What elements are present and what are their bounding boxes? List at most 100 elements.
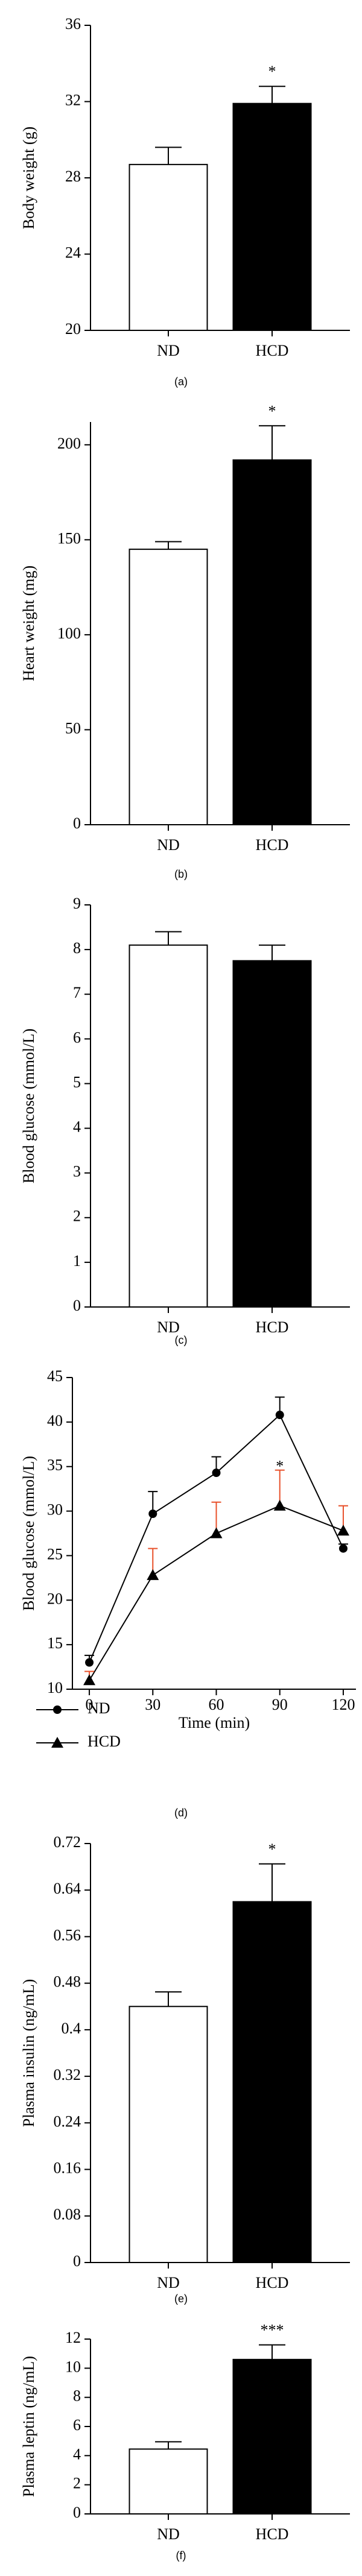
data-point (338, 1544, 348, 1553)
y-tick-label: 2 (73, 1208, 81, 1225)
significance-marker: * (268, 1841, 276, 1858)
y-tick-label: 8 (73, 2387, 81, 2405)
x-tick-label: ND (157, 2525, 180, 2543)
y-tick-label: 0.56 (54, 1926, 81, 1944)
data-point (148, 1510, 157, 1519)
y-tick-label: 40 (47, 1412, 63, 1429)
y-tick-label: 28 (65, 168, 81, 185)
significance-marker: *** (261, 2322, 284, 2339)
y-tick-label: 32 (65, 91, 81, 109)
caption: (c) (175, 1334, 188, 1346)
data-point (147, 1569, 159, 1580)
bar (232, 1901, 312, 2264)
y-tick-label: 0.16 (54, 2159, 81, 2177)
y-tick-label: 4 (73, 1118, 81, 1136)
x-tick-label: 90 (272, 1696, 288, 1713)
y-tick-label: 20 (65, 320, 81, 338)
caption: (d) (174, 1807, 188, 1819)
y-tick-label: 20 (47, 1590, 63, 1607)
data-point (212, 1469, 221, 1478)
data-point (337, 1525, 349, 1536)
data-point (85, 1658, 94, 1667)
bar (129, 2006, 208, 2264)
y-tick-label: 0.4 (62, 2020, 81, 2037)
y-tick-label: 0.64 (54, 1880, 81, 1897)
significance-marker: * (268, 402, 276, 420)
y-tick-label: 0 (73, 2504, 81, 2521)
y-tick-label: 0 (73, 814, 81, 832)
data-point (273, 1499, 286, 1511)
y-tick-label: 7 (73, 984, 81, 1001)
x-tick-label: HCD (256, 836, 289, 854)
y-tick-label: 2 (73, 2475, 81, 2492)
y-tick-label: 15 (47, 1634, 63, 1652)
data-point (210, 1527, 223, 1538)
y-tick-label: 6 (73, 1028, 81, 1046)
y-tick-label: 6 (73, 2416, 81, 2434)
bar (129, 549, 208, 825)
y-tick-label: 0.72 (54, 1833, 81, 1851)
caption: (e) (174, 2293, 188, 2305)
y-tick-label: 5 (73, 1073, 81, 1091)
bar (232, 2358, 312, 2515)
y-axis-label: Blood glucose (mmol/L) (20, 1028, 37, 1183)
legend-label: HCD (87, 1733, 121, 1750)
y-tick-label: 24 (65, 244, 81, 261)
significance-marker: * (276, 1458, 284, 1475)
y-axis-label: Body weight (g) (20, 127, 37, 229)
y-tick-label: 25 (47, 1545, 63, 1563)
bar (232, 102, 312, 331)
x-tick-label: 0 (86, 1696, 94, 1713)
bar (232, 960, 312, 1308)
bar (129, 2448, 208, 2515)
data-point (83, 1674, 96, 1686)
x-tick-label: HCD (256, 342, 289, 359)
y-tick-label: 10 (47, 1679, 63, 1696)
y-tick-label: 0.48 (54, 1973, 81, 1991)
x-tick-label: ND (157, 2274, 180, 2291)
y-tick-label: 200 (57, 435, 81, 452)
bar (232, 459, 312, 825)
y-axis-label: Blood glucose (mmol/L) (20, 1456, 37, 1611)
x-tick-label: ND (157, 342, 180, 359)
x-tick-label: HCD (256, 2274, 289, 2291)
x-tick-label: HCD (256, 1318, 289, 1336)
caption: (a) (174, 376, 188, 388)
y-tick-label: 100 (57, 625, 81, 642)
caption: (f) (176, 2549, 186, 2562)
legend-label: ND (87, 1699, 110, 1717)
y-tick-label: 4 (73, 2445, 81, 2463)
x-axis-label: Time (min) (179, 1714, 250, 1731)
y-tick-label: 0 (73, 1297, 81, 1314)
y-tick-label: 50 (65, 719, 81, 737)
bar (129, 163, 208, 331)
bar (129, 944, 208, 1308)
y-tick-label: 45 (47, 1367, 63, 1385)
x-tick-label: HCD (256, 2525, 289, 2543)
x-tick-label: 120 (331, 1696, 355, 1713)
data-point (275, 1411, 284, 1420)
y-tick-label: 150 (57, 529, 81, 547)
y-tick-label: 0.32 (54, 2066, 81, 2083)
x-tick-label: 60 (209, 1696, 224, 1713)
significance-marker: * (268, 63, 276, 80)
y-tick-label: 3 (73, 1163, 81, 1180)
x-tick-label: 30 (145, 1696, 160, 1713)
y-tick-label: 12 (65, 2329, 81, 2346)
y-tick-label: 0 (73, 2252, 81, 2270)
y-tick-label: 30 (47, 1501, 63, 1519)
y-axis-label: Plasma insulin (ng/mL) (20, 1979, 37, 2127)
y-tick-label: 8 (73, 939, 81, 957)
y-tick-label: 10 (65, 2358, 81, 2375)
y-tick-label: 36 (65, 15, 81, 33)
y-tick-label: 1 (73, 1252, 81, 1270)
y-axis-label: Plasma leptin (ng/mL) (20, 2356, 37, 2497)
y-tick-label: 9 (73, 895, 81, 912)
legend-marker (53, 1705, 62, 1714)
legend-marker (51, 1737, 63, 1748)
y-axis-label: Heart weight (mg) (20, 565, 37, 681)
x-tick-label: ND (157, 1318, 180, 1336)
x-tick-label: ND (157, 836, 180, 854)
